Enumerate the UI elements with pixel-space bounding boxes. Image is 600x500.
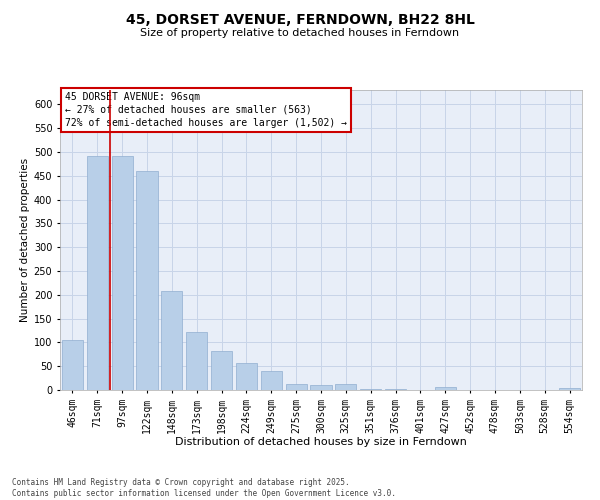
Bar [385,389,406,390]
Bar [261,371,282,390]
Text: 45, DORSET AVENUE, FERNDOWN, BH22 8HL: 45, DORSET AVENUE, FERNDOWN, BH22 8HL [125,12,475,26]
Bar [435,387,456,390]
Y-axis label: Number of detached properties: Number of detached properties [20,158,29,322]
Bar [87,156,108,390]
Bar [360,389,381,390]
Text: Size of property relative to detached houses in Ferndown: Size of property relative to detached ho… [140,28,460,38]
Text: Contains HM Land Registry data © Crown copyright and database right 2025.
Contai: Contains HM Land Registry data © Crown c… [12,478,396,498]
X-axis label: Distribution of detached houses by size in Ferndown: Distribution of detached houses by size … [175,437,467,447]
Bar [236,363,257,390]
Bar [310,385,332,390]
Bar [335,384,356,390]
Bar [186,332,207,390]
Bar [286,384,307,390]
Text: 45 DORSET AVENUE: 96sqm
← 27% of detached houses are smaller (563)
72% of semi-d: 45 DORSET AVENUE: 96sqm ← 27% of detache… [65,92,347,128]
Bar [211,351,232,390]
Bar [136,171,158,390]
Bar [62,340,83,390]
Bar [161,292,182,390]
Bar [112,156,133,390]
Bar [559,388,580,390]
